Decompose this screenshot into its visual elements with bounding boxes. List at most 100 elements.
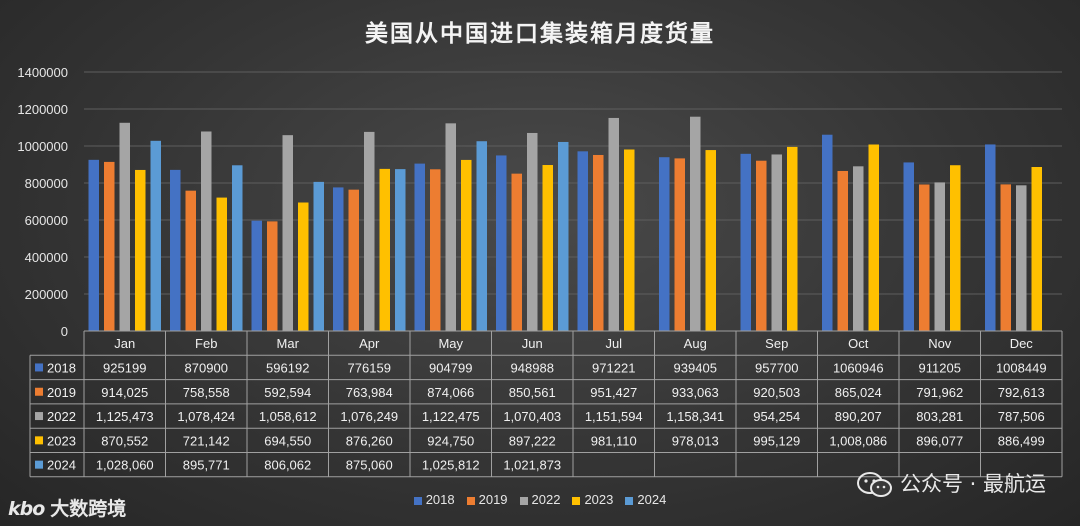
data-label: 1,158,341 <box>666 409 724 424</box>
data-label: 1,021,873 <box>503 458 561 473</box>
data-label: 954,254 <box>753 409 800 424</box>
bar-2019-jul <box>593 154 604 331</box>
legend-swatch <box>519 496 528 505</box>
y-tick-label: 400000 <box>25 250 68 265</box>
data-label: 890,207 <box>835 409 882 424</box>
data-label: 870900 <box>185 360 228 375</box>
brand-logo: kbo 大数跨境 <box>8 494 126 521</box>
bar-2023-feb <box>216 197 227 331</box>
bar-2018-jun <box>496 155 507 331</box>
bar-2023-oct <box>868 144 879 331</box>
x-tick-label: Aug <box>684 336 707 351</box>
bar-2024-mar <box>313 181 324 331</box>
data-label: 763,984 <box>346 385 393 400</box>
logo-mark: kbo <box>8 498 45 520</box>
data-label: 758,558 <box>183 385 230 400</box>
x-tick-label: Apr <box>359 336 380 351</box>
data-label: 948988 <box>511 360 554 375</box>
legend-label: 2023 <box>584 492 614 507</box>
data-label: 592,594 <box>264 385 311 400</box>
bar-2018-jan <box>88 159 99 331</box>
data-label: 803,281 <box>916 409 963 424</box>
bar-2018-jul <box>577 151 588 331</box>
data-label: 850,561 <box>509 385 556 400</box>
table-series-label: 2019 <box>47 385 76 400</box>
legend-swatch <box>572 496 581 505</box>
data-label: 971221 <box>592 360 635 375</box>
data-label: 1,122,475 <box>422 409 480 424</box>
data-label: 939405 <box>674 360 717 375</box>
y-tick-label: 200000 <box>25 287 68 302</box>
table-series-label: 2023 <box>47 433 76 448</box>
bar-2019-sep <box>756 160 767 331</box>
data-label: 1,078,424 <box>177 409 235 424</box>
x-tick-label: Feb <box>195 336 217 351</box>
bar-2024-jun <box>558 141 569 331</box>
data-label: 1,025,812 <box>422 458 480 473</box>
bar-2019-feb <box>185 190 196 331</box>
data-label: 874,066 <box>427 385 474 400</box>
y-tick-label: 800000 <box>25 176 68 191</box>
data-label: 791,962 <box>916 385 963 400</box>
data-label: 933,063 <box>672 385 719 400</box>
legend-swatch <box>413 496 422 505</box>
table-legend-key-2018 <box>35 363 43 372</box>
data-label: 897,222 <box>509 433 556 448</box>
data-label: 995,129 <box>753 433 800 448</box>
bar-2022-feb <box>201 131 212 331</box>
legend-swatch <box>625 496 634 505</box>
bar-2018-may <box>414 163 425 331</box>
bar-2022-jun <box>527 132 538 331</box>
data-label: 896,077 <box>916 433 963 448</box>
y-tick-label: 0 <box>61 324 68 339</box>
data-label: 1,076,249 <box>340 409 398 424</box>
table-legend-key-2022 <box>35 412 43 421</box>
bar-2022-oct <box>853 166 864 331</box>
wechat-watermark: 公众号 · 最航运 <box>856 468 1046 499</box>
table-series-label: 2022 <box>47 409 76 424</box>
data-label: 895,771 <box>183 458 230 473</box>
chart-title: 美国从中国进口集装箱月度货量 <box>365 21 715 47</box>
data-label: 1,058,612 <box>259 409 317 424</box>
wechat-icon <box>856 472 892 497</box>
data-label: 920,503 <box>753 385 800 400</box>
bar-2024-apr <box>395 169 406 331</box>
table-series-label: 2018 <box>47 360 76 375</box>
bar-2019-nov <box>919 184 930 331</box>
bar-2024-may <box>476 141 487 331</box>
bar-2023-dec <box>1031 166 1042 331</box>
bar-2019-oct <box>837 170 848 331</box>
bar-2022-jul <box>608 117 619 331</box>
data-label: 925199 <box>103 360 146 375</box>
legend-item-2018: 2018 <box>413 492 455 507</box>
bar-2018-oct <box>822 134 833 331</box>
legend-item-2019: 2019 <box>466 492 508 507</box>
bar-2018-nov <box>903 162 914 331</box>
x-tick-label: Nov <box>928 336 952 351</box>
data-label: 924,750 <box>427 433 474 448</box>
bar-2018-dec <box>985 144 996 331</box>
bar-2022-nov <box>934 182 945 331</box>
legend-label: 2019 <box>478 492 508 507</box>
bar-2023-jan <box>135 169 146 331</box>
bar-2022-sep <box>771 154 782 331</box>
bar-2022-jan <box>119 122 130 331</box>
bar-2019-apr <box>348 189 359 331</box>
y-tick-label: 1200000 <box>17 102 68 117</box>
x-tick-label: May <box>438 336 463 351</box>
legend-label: 2018 <box>425 492 455 507</box>
chart-legend: 2018 2019 2022 2023 2024 <box>0 492 1080 507</box>
legend-item-2023: 2023 <box>572 492 613 507</box>
data-label: 876,260 <box>346 433 393 448</box>
bar-2023-may <box>461 159 472 331</box>
data-label: 951,427 <box>590 385 637 400</box>
data-label: 865,024 <box>835 385 882 400</box>
table-legend-key-2024 <box>35 460 43 469</box>
y-tick-label: 1400000 <box>17 65 68 80</box>
data-label: 911205 <box>919 360 961 375</box>
data-label: 886,499 <box>998 433 1045 448</box>
data-label: 1,008,086 <box>829 433 887 448</box>
y-tick-label: 600000 <box>25 213 68 228</box>
